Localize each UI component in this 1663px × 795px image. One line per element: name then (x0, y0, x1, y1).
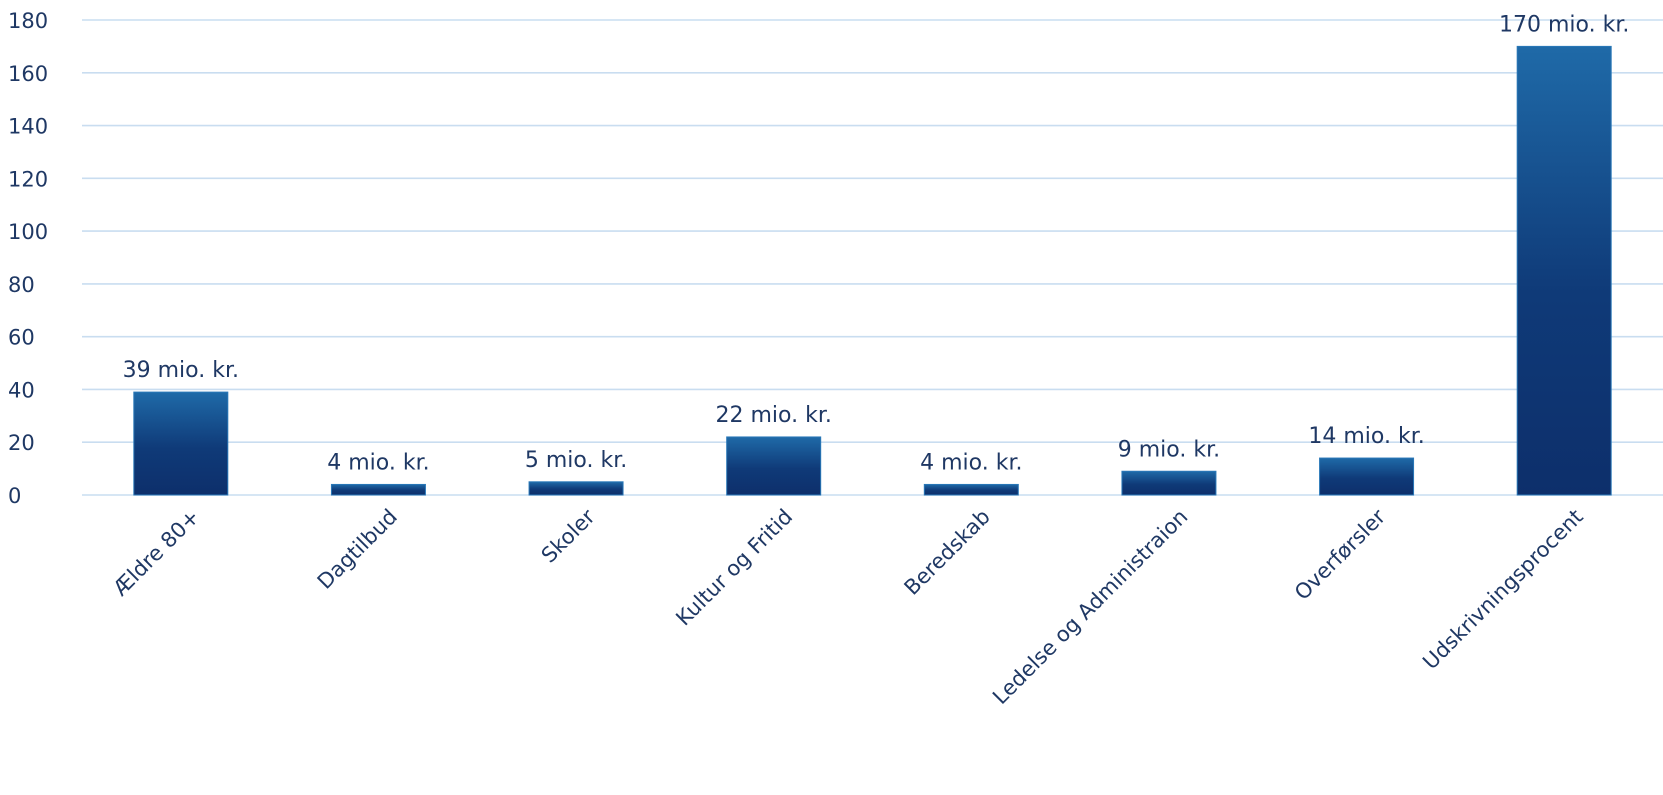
data-labels: 39 mio. kr. 4 mio. kr. 5 mio. kr. 22 mio. k… (123, 12, 1630, 475)
y-tick-label: 60 (8, 326, 35, 350)
y-tick-label: 120 (8, 167, 48, 191)
bar-3 (726, 436, 822, 496)
bar-1 (330, 483, 426, 496)
data-label: 39 mio. kr. (123, 358, 239, 383)
bar-7 (1516, 45, 1612, 496)
category-label: Kultur og Fritid (671, 505, 797, 631)
category-labels: Ældre 80+ Dagtilbud Skoler Kultur og Fritid… (108, 504, 1587, 709)
category-label: Beredskab (900, 505, 995, 600)
category-label: Overførsler (1290, 504, 1390, 604)
y-tick-label: 100 (8, 220, 48, 244)
y-tick-label: 40 (8, 378, 35, 402)
bar-4 (923, 483, 1019, 496)
bars (133, 45, 1612, 496)
category-label: Dagtilbud (313, 505, 402, 594)
data-label: 170 mio. kr. (1499, 12, 1629, 37)
data-label: 5 mio. kr. (525, 448, 627, 473)
category-label: Udskrivningsprocent (1418, 505, 1588, 675)
data-label: 14 mio. kr. (1308, 424, 1424, 449)
y-axis-tick-labels: 0 20 40 60 80 100 120 140 160 180 (8, 9, 48, 508)
data-label: 22 mio. kr. (716, 403, 832, 428)
data-label: 4 mio. kr. (327, 450, 429, 475)
bar-6 (1319, 457, 1415, 496)
bar-5 (1121, 470, 1217, 496)
y-tick-label: 0 (8, 484, 21, 508)
y-tick-label: 180 (8, 9, 48, 33)
data-label: 9 mio. kr. (1118, 437, 1220, 462)
category-label: Ældre 80+ (108, 505, 204, 601)
y-tick-label: 160 (8, 62, 48, 86)
y-tick-label: 20 (8, 431, 35, 455)
data-label: 4 mio. kr. (920, 450, 1022, 475)
y-tick-label: 140 (8, 115, 48, 139)
gridlines (82, 19, 1663, 496)
bar-0 (133, 391, 229, 496)
category-label: Skoler (537, 504, 600, 567)
y-tick-label: 80 (8, 273, 35, 297)
bar-2 (528, 481, 624, 496)
category-label: Ledelse og Administraion (988, 505, 1192, 709)
